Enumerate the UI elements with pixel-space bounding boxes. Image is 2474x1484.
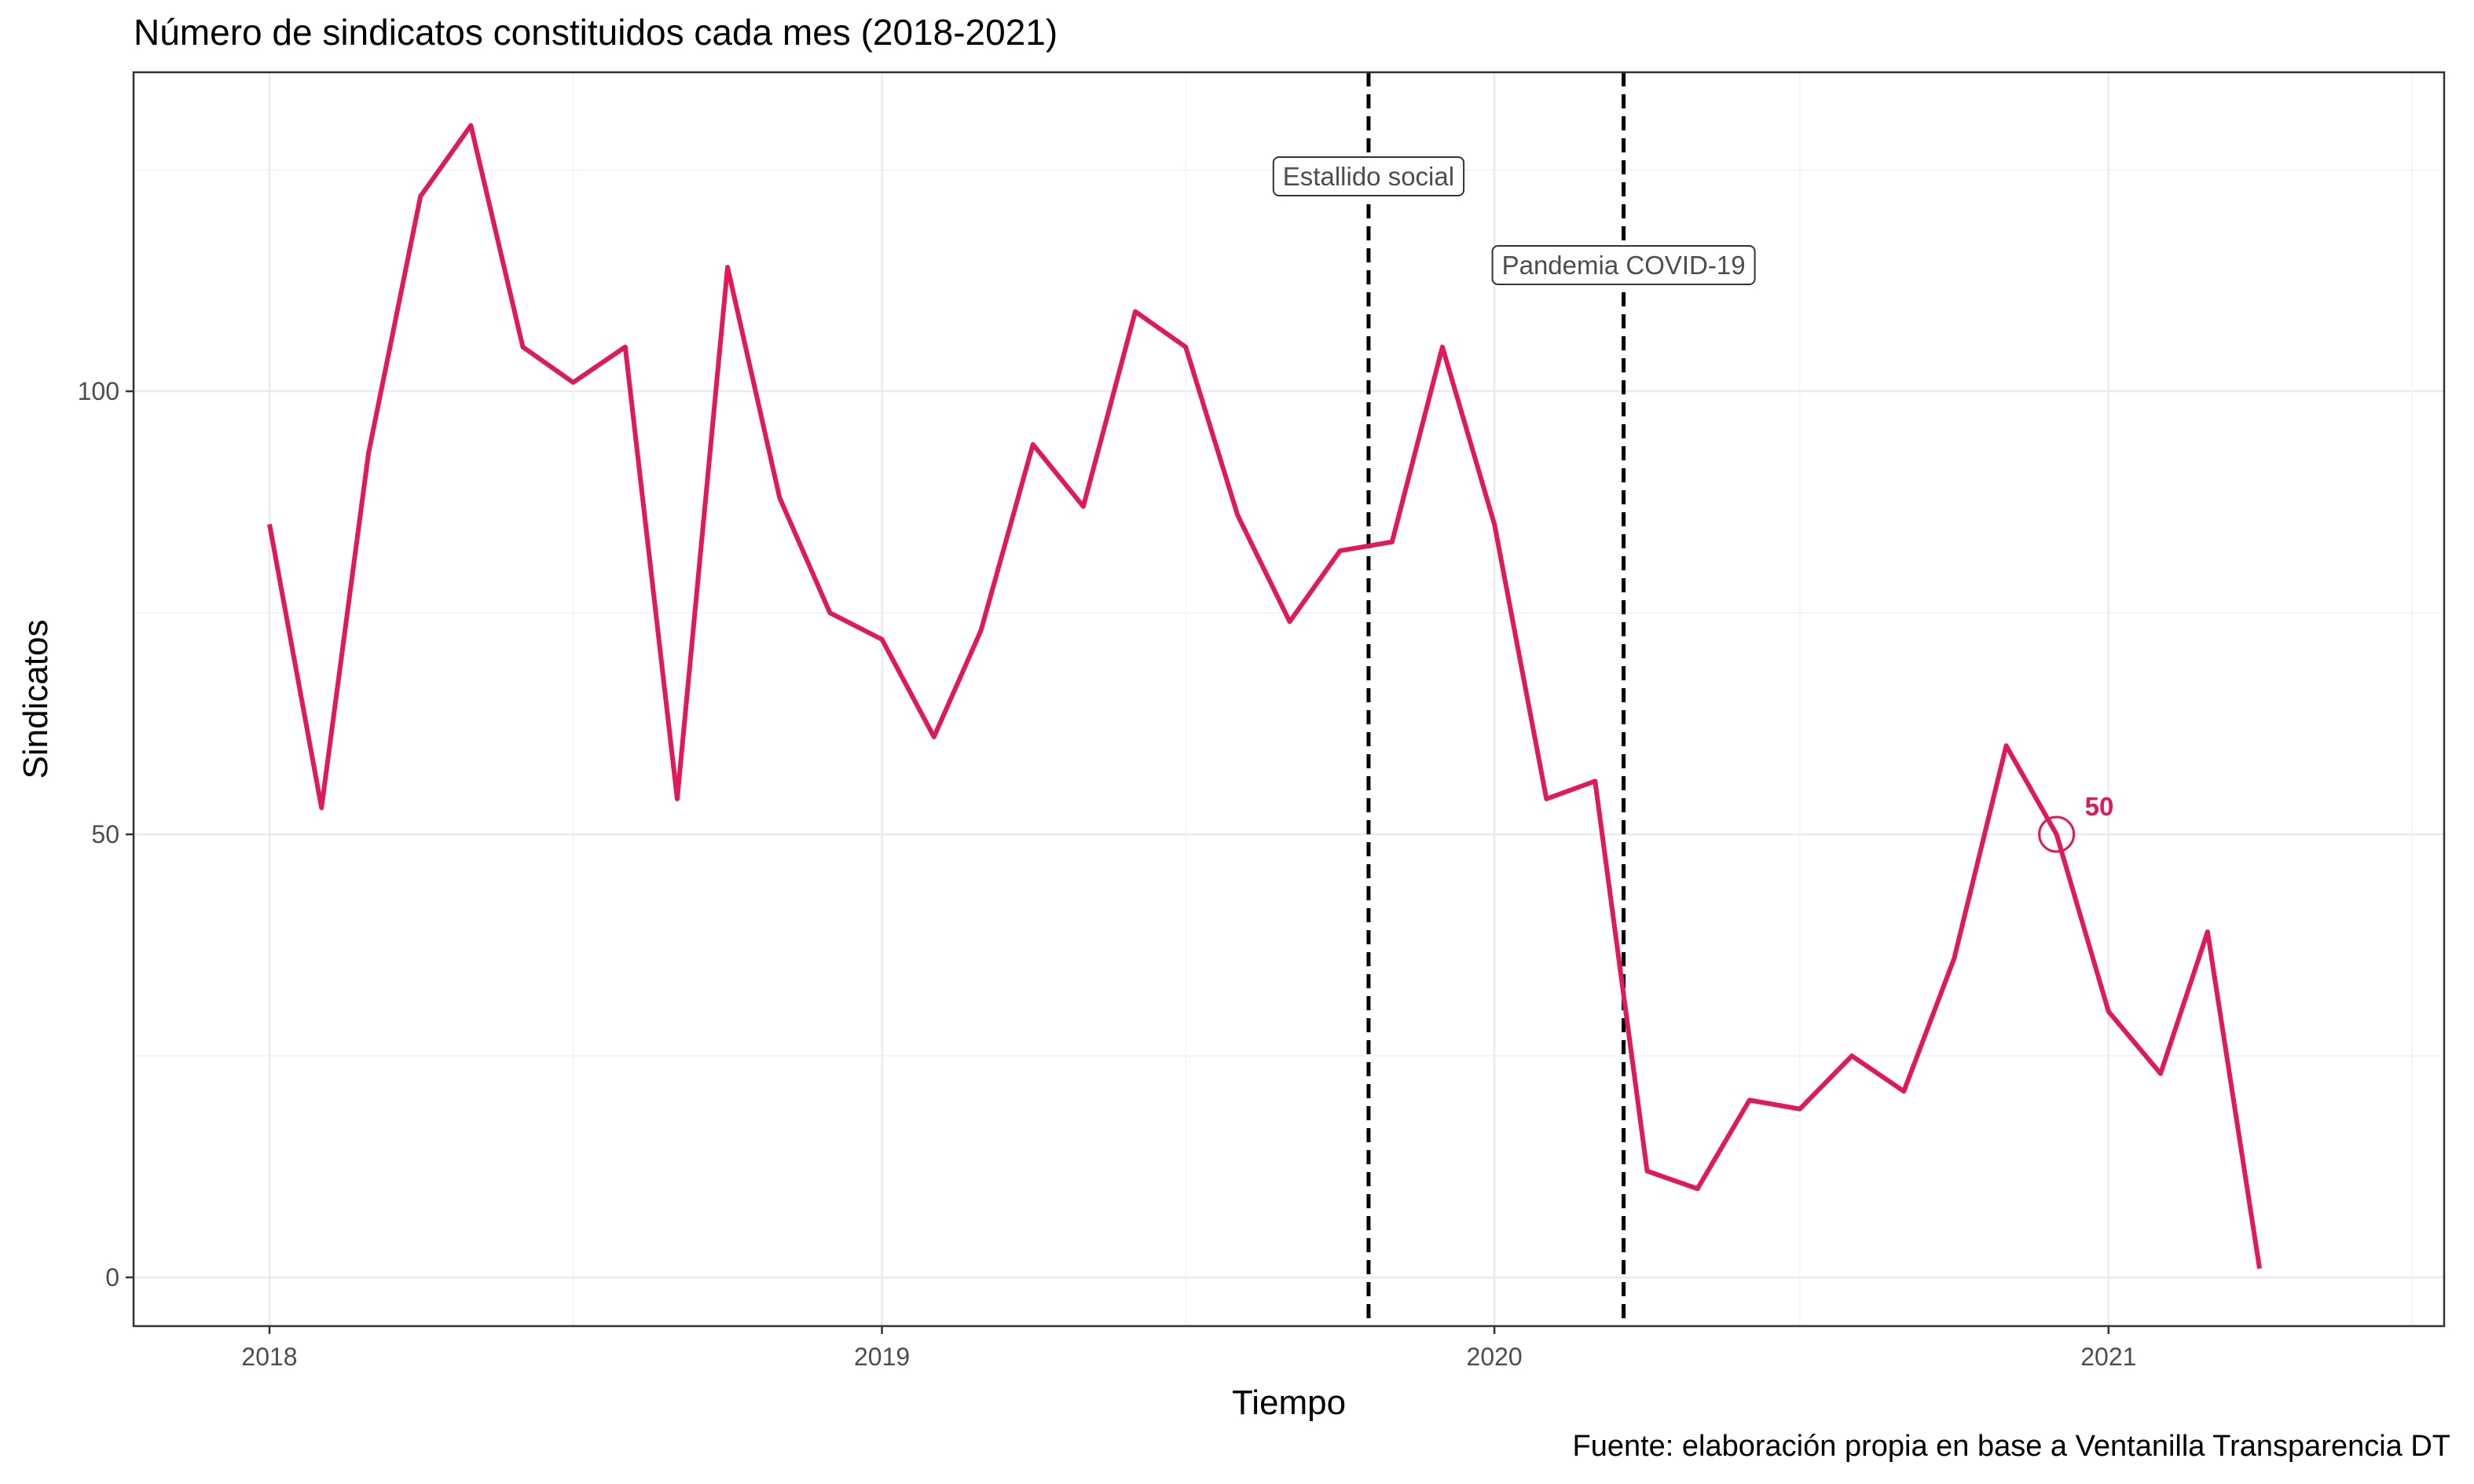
data-point	[1338, 548, 1343, 553]
y-axis-title: Sindicatos	[16, 619, 55, 779]
x-axis-title: Tiempo	[1232, 1383, 1346, 1422]
data-point	[2158, 1072, 2163, 1076]
data-point	[777, 495, 782, 500]
data-point	[675, 797, 680, 801]
data-point	[2257, 1266, 2262, 1271]
data-point	[1798, 1107, 1802, 1112]
y-tick-label: 50	[91, 820, 119, 848]
event-label-box	[1491, 245, 1756, 285]
x-tick-label: 2018	[241, 1343, 297, 1371]
data-point	[2004, 743, 2009, 748]
data-point	[1133, 310, 1138, 314]
data-point	[979, 628, 984, 633]
grid-lines	[134, 72, 2444, 1326]
event-label-text: Pandemia COVID-19	[1502, 251, 1746, 280]
plot-panel-border	[132, 71, 2446, 1328]
series-line	[267, 123, 2263, 1270]
highlight-label: 50	[2085, 792, 2114, 821]
data-point	[1390, 540, 1395, 544]
data-point	[1081, 504, 1086, 509]
data-point	[1031, 442, 1035, 447]
chart-caption: Fuente: elaboración propia en base a Ven…	[1572, 1430, 2451, 1463]
data-series	[267, 123, 2263, 1271]
data-point	[932, 735, 936, 739]
data-point	[880, 637, 885, 642]
y-tick-label: 0	[105, 1263, 119, 1292]
data-point	[2205, 929, 2210, 934]
chart-title: Número de sindicatos constituidos cada m…	[134, 12, 1058, 53]
data-point	[267, 522, 272, 526]
data-point	[1849, 1053, 1854, 1058]
data-point	[521, 345, 526, 350]
event-label-text: Estallido social	[1283, 162, 1454, 191]
annotations: Estallido social Pandemia COVID-19 50	[1272, 156, 2114, 853]
data-point	[1952, 956, 1956, 961]
data-point	[1593, 779, 1597, 783]
x-tick-label: 2019	[854, 1343, 910, 1371]
data-point	[1544, 797, 1549, 801]
data-point	[1288, 619, 1292, 624]
data-point	[1644, 1169, 1649, 1174]
data-point	[1440, 345, 1445, 350]
data-point	[623, 345, 628, 350]
data-point	[1235, 513, 1240, 518]
data-point	[2106, 1009, 2111, 1014]
data-point	[1747, 1097, 1752, 1102]
data-point	[468, 123, 473, 128]
data-point	[366, 451, 371, 456]
data-point	[1183, 345, 1188, 350]
highlight-circle	[2038, 815, 2076, 853]
data-point	[2054, 832, 2059, 837]
x-tick-label: 2020	[1467, 1343, 1523, 1371]
event-label: Estallido social	[1272, 156, 1465, 196]
data-point	[418, 194, 423, 199]
event-label-box	[1272, 156, 1465, 196]
axes: 0 50 100 2018 2019 2020 2021 Tiempo Sindicatos	[16, 377, 2136, 1422]
data-point	[319, 805, 324, 810]
event-label: Pandemia COVID-19	[1491, 245, 1756, 285]
data-point	[1901, 1089, 1906, 1094]
y-tick-label: 100	[78, 377, 119, 405]
data-point	[1492, 522, 1497, 526]
data-point	[571, 380, 576, 385]
data-point	[725, 265, 730, 269]
data-point	[1695, 1186, 1700, 1191]
data-point	[827, 610, 832, 615]
x-tick-label: 2021	[2080, 1343, 2136, 1371]
